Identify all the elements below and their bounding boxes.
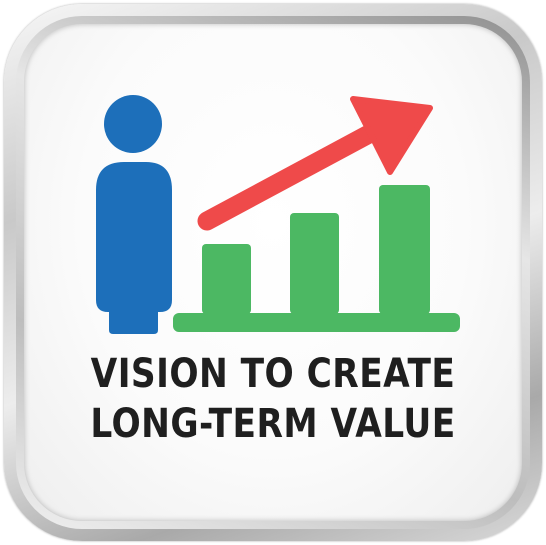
bar-2 bbox=[290, 213, 339, 314]
bar-1 bbox=[202, 244, 251, 314]
chart-baseline bbox=[173, 313, 460, 332]
person-icon bbox=[96, 95, 172, 334]
bar-3 bbox=[379, 185, 430, 314]
badge-caption-line-1: VISION TO CREATE bbox=[90, 351, 456, 397]
trend-arrow-icon bbox=[197, 96, 433, 231]
badge-frame bbox=[4, 4, 542, 541]
badge-caption-line-2: LONG-TERM VALUE bbox=[90, 401, 456, 447]
bar-chart-icon bbox=[173, 185, 460, 332]
